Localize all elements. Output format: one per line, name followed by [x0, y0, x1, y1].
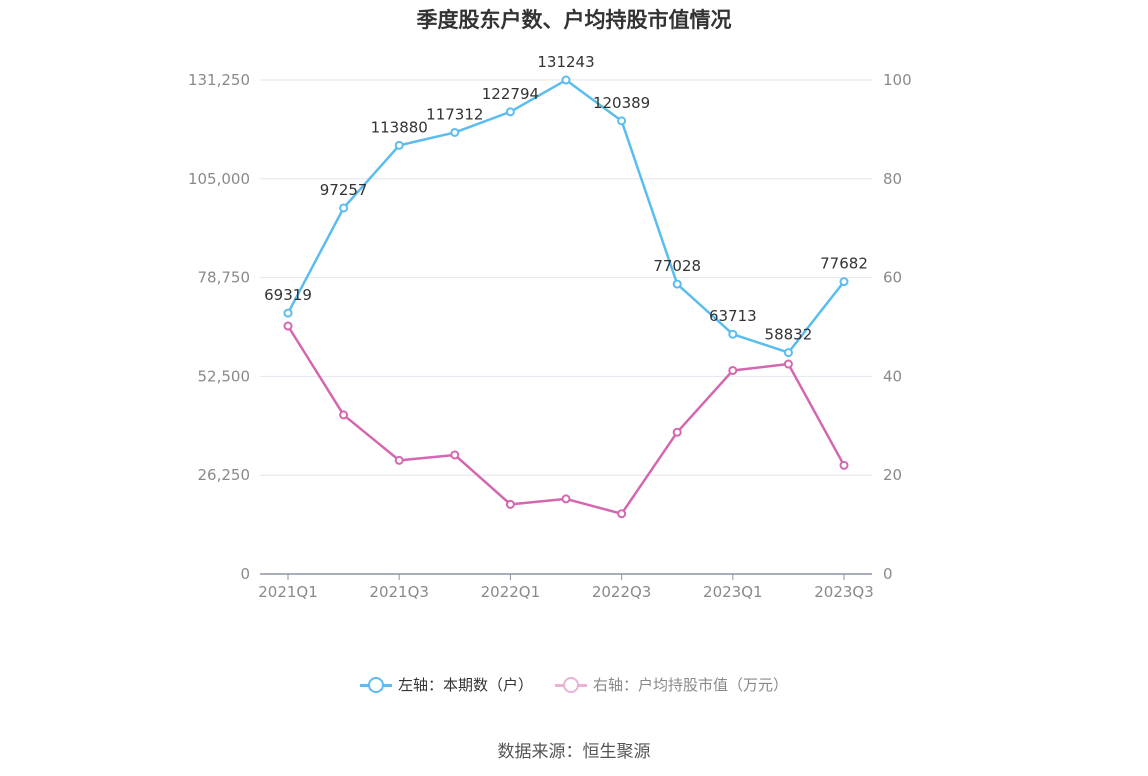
legend: 左轴：本期数（户） 右轴：户均持股市值（万元） [0, 674, 1148, 695]
series-point-1 [561, 494, 571, 504]
right-tick-label: 0 [883, 565, 893, 583]
data-label: 77028 [653, 257, 701, 275]
x-tick-label: 2021Q3 [369, 583, 429, 601]
series-point-0 [505, 107, 515, 117]
series-point-0 [394, 140, 404, 150]
x-tick-label: 2023Q1 [703, 583, 763, 601]
series-point-0 [561, 75, 571, 85]
series-layer [283, 75, 849, 519]
series-point-1 [339, 410, 349, 420]
data-label: 58832 [765, 326, 813, 344]
legend-item-avg-value[interactable]: 右轴：户均持股市值（万元） [555, 674, 788, 695]
x-tick-label: 2021Q1 [258, 583, 318, 601]
x-tick-label: 2023Q3 [814, 583, 874, 601]
x-tick-label: 2022Q1 [481, 583, 541, 601]
left-tick-label: 131,250 [188, 71, 250, 89]
series-point-1 [839, 460, 849, 470]
x-axis: 2021Q1 2021Q3 2022Q1 2022Q3 2023Q1 2023Q3 [258, 573, 874, 601]
series-point-0 [617, 116, 627, 126]
right-axis: 0 20 40 60 80 100 [883, 71, 912, 583]
right-tick-label: 80 [883, 170, 902, 188]
data-label: 120389 [593, 94, 650, 112]
series-point-1 [283, 321, 293, 331]
series-point-0 [450, 127, 460, 137]
series-point-0 [728, 329, 738, 339]
left-tick-label: 0 [240, 565, 250, 583]
data-label: 97257 [320, 181, 368, 199]
series-point-1 [672, 427, 682, 437]
left-tick-label: 78,750 [198, 269, 251, 287]
grid-lines [260, 79, 872, 476]
x-tick-label: 2022Q3 [592, 583, 652, 601]
data-label: 63713 [709, 307, 757, 325]
data-label: 131243 [537, 53, 594, 71]
right-tick-label: 40 [883, 367, 902, 385]
chart-title: 季度股东户数、户均持股市值情况 [416, 8, 732, 32]
legend-avg-value-label: 右轴：户均持股市值（万元） [593, 676, 789, 694]
data-label: 122794 [482, 85, 539, 103]
legend-households-label: 左轴：本期数（户） [397, 676, 533, 694]
series-point-0 [672, 279, 682, 289]
left-tick-label: 105,000 [188, 170, 250, 188]
source-note: 数据来源：恒生聚源 [497, 742, 651, 762]
series-point-1 [450, 450, 460, 460]
legend-households-icon [359, 676, 392, 694]
left-axis: 0 26,250 52,500 78,750 105,000 131,250 [188, 71, 250, 583]
series-point-1 [505, 499, 515, 509]
right-tick-label: 100 [883, 71, 912, 89]
series-point-1 [394, 455, 404, 465]
series-point-1 [783, 359, 793, 369]
data-label: 77682 [820, 255, 868, 273]
legend-item-households[interactable]: 左轴：本期数（户） [359, 674, 533, 695]
series-point-0 [339, 203, 349, 213]
series-point-1 [728, 365, 738, 375]
data-label: 113880 [371, 118, 428, 136]
series-line-1 [286, 325, 846, 515]
left-tick-label: 52,500 [198, 367, 251, 385]
data-label: 117312 [426, 105, 483, 123]
data-label: 69319 [264, 286, 312, 304]
right-tick-label: 20 [883, 466, 902, 484]
series-point-1 [617, 509, 627, 519]
legend-avg-value-icon [555, 676, 587, 694]
left-tick-label: 26,250 [198, 466, 251, 484]
series-point-0 [283, 308, 293, 318]
series-point-0 [839, 277, 849, 287]
right-tick-label: 60 [883, 269, 902, 287]
series-point-0 [783, 348, 793, 358]
chart-canvas: 0 26,250 52,500 78,750 105,000 131,250 0 20 40 6… [188, 53, 912, 601]
